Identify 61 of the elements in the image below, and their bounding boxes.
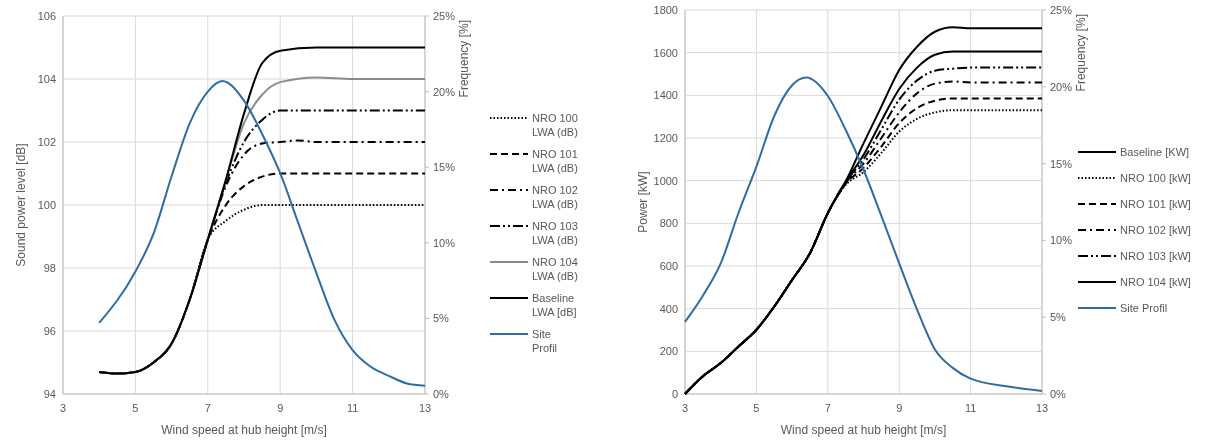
x-tick-label: 13	[1035, 402, 1049, 414]
legend-label: Baseline [KW]	[1120, 146, 1190, 158]
legend-label: NRO 103 LWA (dB)	[532, 220, 578, 246]
legend-label: NRO 101 [kW]	[1120, 198, 1191, 210]
legend-label: NRO 102 [kW]	[1120, 224, 1191, 236]
y-tick-label: 1400	[653, 89, 678, 102]
x-tick-label: 3	[59, 402, 67, 414]
y2-axis-title: Frequency [%]	[457, 20, 471, 98]
y-tick-label: 0	[671, 388, 678, 400]
legend-label: NRO 101 LWA (dB)	[532, 148, 578, 174]
y2-tick-label: 0%	[433, 388, 450, 400]
y-tick-label: 600	[659, 260, 678, 272]
y2-tick-label: 15%	[433, 161, 456, 174]
y2-tick-label: 5%	[433, 312, 450, 325]
x-tick-label: 7	[824, 402, 831, 414]
y-tick-label: 400	[659, 302, 678, 315]
y-tick-label: 1200	[653, 132, 678, 144]
legend-label: NRO 104 [kW]	[1120, 276, 1191, 288]
y2-tick-label: 20%	[1050, 80, 1073, 93]
x-tick-label: 9	[896, 402, 903, 414]
legend-label: Site Profil	[532, 328, 558, 354]
x-tick-label: 9	[277, 402, 284, 414]
y2-tick-label: 10%	[433, 236, 456, 249]
y-tick-label: 1000	[653, 174, 678, 187]
y2-tick-label: 10%	[1050, 234, 1073, 247]
y2-tick-label: 5%	[1050, 311, 1067, 324]
y2-tick-label: 20%	[433, 85, 456, 98]
x-tick-label: 3	[681, 402, 689, 414]
legend-label: NRO 103 [kW]	[1120, 250, 1191, 262]
x-axis-title: Wind speed at hub height [m/s]	[780, 423, 947, 437]
y-tick-label: 106	[37, 10, 56, 22]
x-tick-label: 7	[204, 402, 211, 414]
y-axis-title: Sound power level [dB]	[14, 143, 28, 267]
legend-label: Site Profil	[1120, 302, 1168, 314]
x-tick-label: 5	[132, 402, 139, 414]
y-tick-label: 98	[43, 262, 56, 274]
legend-label: NRO 100 [kW]	[1120, 172, 1191, 184]
legend-label: NRO 102 LWA (dB)	[532, 184, 578, 210]
legend-label: NRO 104 LWA (dB)	[532, 256, 578, 282]
x-tick-label: 5	[753, 402, 760, 414]
x-tick-label: 11	[346, 402, 359, 414]
y-tick-label: 104	[37, 73, 56, 85]
y-tick-label: 102	[37, 136, 56, 148]
y-tick-label: 1800	[653, 4, 678, 16]
y-tick-label: 100	[37, 199, 56, 211]
y-tick-label: 1600	[653, 46, 678, 59]
y2-tick-label: 25%	[1050, 4, 1073, 16]
x-tick-label: 11	[964, 402, 977, 414]
y2-tick-label: 0%	[1050, 388, 1067, 400]
y-tick-label: 94	[43, 388, 56, 400]
x-axis-title: Wind speed at hub height [m/s]	[161, 423, 327, 437]
y2-tick-label: 15%	[1050, 157, 1073, 170]
legend-label: NRO 100 LWA (dB)	[532, 112, 578, 138]
y-axis-title: Power [kW]	[636, 171, 650, 233]
y-tick-label: 800	[659, 217, 678, 230]
y2-tick-label: 25%	[433, 10, 456, 22]
x-tick-label: 13	[418, 402, 432, 414]
y2-axis-title: Frequency [%]	[1074, 14, 1088, 92]
y-tick-label: 200	[659, 345, 678, 358]
y-tick-label: 96	[43, 325, 56, 337]
legend-label: Baseline LWA [dB]	[532, 292, 577, 318]
